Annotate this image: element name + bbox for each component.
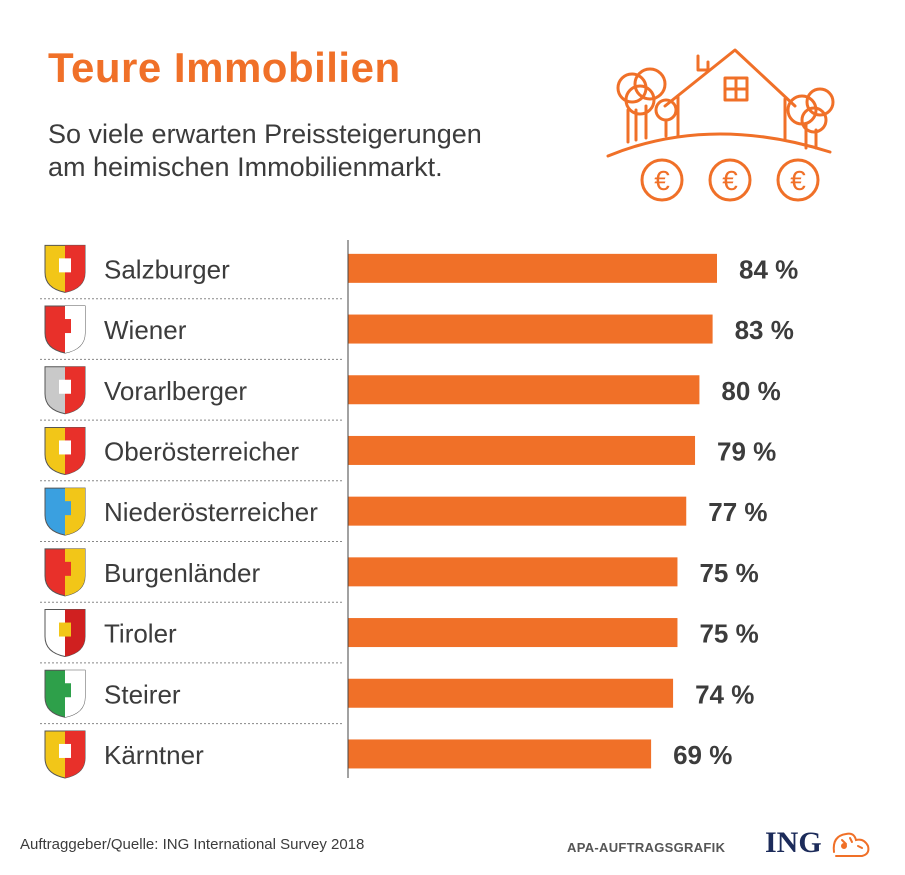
category-label: Oberösterreicher xyxy=(104,436,299,466)
shield-charge xyxy=(59,501,71,516)
category-label: Wiener xyxy=(104,315,187,345)
euro-coin-symbol: € xyxy=(654,165,670,196)
shield-charge xyxy=(59,258,71,273)
ing-lion-icon xyxy=(832,832,870,857)
upper-austria-coat-of-arms-icon xyxy=(44,426,86,475)
category-label: Vorarlberger xyxy=(104,376,247,406)
value-label: 77 % xyxy=(708,497,767,527)
value-label: 79 % xyxy=(717,436,776,466)
shield-charge xyxy=(59,561,71,576)
category-label: Kärntner xyxy=(104,740,204,770)
bar xyxy=(348,314,713,344)
value-label: 84 % xyxy=(739,254,798,284)
vienna-coat-of-arms-icon xyxy=(44,305,86,354)
shield-charge xyxy=(59,622,71,637)
value-label: 83 % xyxy=(735,315,794,345)
category-label: Burgenländer xyxy=(104,558,260,588)
lower-austria-coat-of-arms-icon xyxy=(44,487,86,536)
category-label: Salzburger xyxy=(104,254,230,284)
house-with-trees-and-euro-coins-icon: € € € xyxy=(606,48,835,202)
shield-half xyxy=(65,488,85,536)
bar xyxy=(348,496,687,526)
bar xyxy=(348,678,674,708)
tyrol-coat-of-arms-icon xyxy=(44,609,86,658)
carinthia-coat-of-arms-icon xyxy=(44,730,86,779)
subtitle-line-1: So viele erwarten Preissteigerungen xyxy=(48,119,482,149)
shield-charge xyxy=(59,319,71,334)
shield-half xyxy=(65,730,85,778)
value-label: 75 % xyxy=(699,619,758,649)
value-label: 75 % xyxy=(699,558,758,588)
value-label: 80 % xyxy=(721,376,780,406)
bar xyxy=(348,435,696,465)
category-label: Niederösterreicher xyxy=(104,497,318,527)
ing-logo: ING xyxy=(765,826,822,859)
chart-title: Teure Immobilien xyxy=(48,44,401,91)
styria-coat-of-arms-icon xyxy=(44,669,86,718)
value-label: 74 % xyxy=(695,679,754,709)
chart-subtitle: So viele erwarten Preissteigerungen am h… xyxy=(48,118,568,184)
euro-coin-symbol: € xyxy=(722,165,738,196)
salzburg-coat-of-arms-icon xyxy=(44,244,86,293)
category-label: Steirer xyxy=(104,679,181,709)
shield-charge xyxy=(59,379,71,394)
burgenland-coat-of-arms-icon xyxy=(44,548,86,597)
bar-chart: Salzburger 84 % Wiener 83 % Vorarlberger 80 %… xyxy=(40,240,798,779)
bar xyxy=(348,739,652,769)
shield-charge xyxy=(59,440,71,455)
shield-charge xyxy=(59,743,71,758)
euro-coins: € € € xyxy=(640,158,820,202)
shield-half xyxy=(65,670,85,718)
bar xyxy=(348,557,678,587)
bar xyxy=(348,253,717,283)
shield-half xyxy=(65,427,85,475)
bar xyxy=(348,375,700,405)
source-note: Auftraggeber/Quelle: ING International S… xyxy=(20,836,365,853)
category-label: Tiroler xyxy=(104,619,177,649)
shield-half xyxy=(65,609,85,657)
apa-credit: APA-AUFTRAGSGRAFIK xyxy=(567,840,726,855)
shield-half xyxy=(65,306,85,354)
shield-half xyxy=(65,245,85,293)
subtitle-line-2: am heimischen Immobilienmarkt. xyxy=(48,152,443,182)
shield-half xyxy=(65,366,85,414)
value-label: 69 % xyxy=(673,740,732,770)
vorarlberg-coat-of-arms-icon xyxy=(44,366,86,415)
shield-half xyxy=(65,548,85,596)
shield-charge xyxy=(59,683,71,698)
euro-coin-symbol: € xyxy=(790,165,806,196)
bar xyxy=(348,618,678,648)
